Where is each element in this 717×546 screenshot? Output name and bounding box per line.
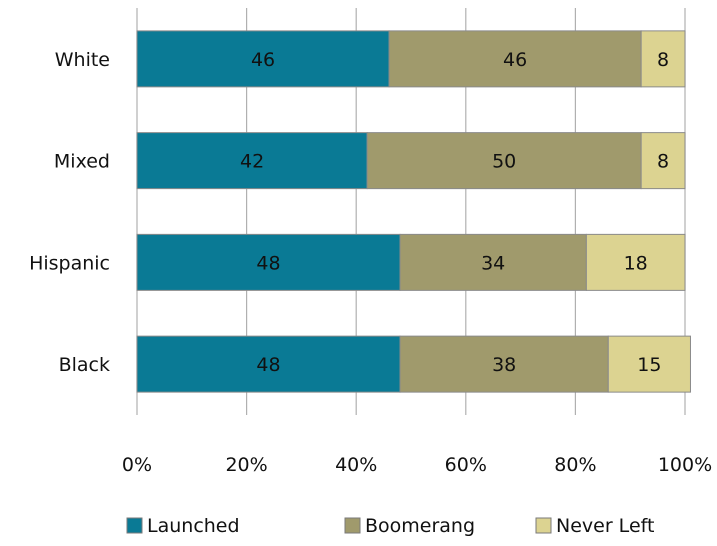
data-label: 8	[657, 49, 669, 71]
x-tick-label: 60%	[445, 454, 487, 476]
legend-label: Launched	[147, 515, 240, 537]
data-label: 50	[492, 151, 516, 173]
category-label: White	[55, 49, 110, 71]
bar-segment	[607, 335, 691, 393]
x-tick-label: 40%	[335, 454, 377, 476]
x-tick-label: 20%	[225, 454, 267, 476]
bar-segment	[399, 233, 587, 291]
category-label: Mixed	[54, 151, 110, 173]
bar-segment	[585, 233, 686, 291]
data-label: 18	[624, 252, 648, 274]
data-label: 42	[240, 151, 264, 173]
x-tick-label: 0%	[122, 454, 152, 476]
category-label: Black	[59, 354, 110, 376]
bar-segment	[366, 132, 642, 190]
bar-segment	[640, 30, 686, 88]
data-label: 38	[492, 354, 516, 376]
bar-segment	[136, 335, 401, 393]
legend: Launched Boomerang Never Left	[126, 515, 654, 537]
bar-segment	[399, 335, 609, 393]
x-tick-label: 80%	[554, 454, 596, 476]
x-tick-label: 100%	[658, 454, 712, 476]
data-label: 48	[256, 252, 280, 274]
legend-swatch	[126, 517, 143, 534]
bar-segment	[136, 30, 390, 88]
legend-label: Never Left	[556, 515, 654, 537]
legend-swatch	[535, 517, 552, 534]
bar-segment	[136, 132, 368, 190]
legend-label: Boomerang	[365, 515, 475, 537]
data-label: 34	[481, 252, 505, 274]
category-label: Hispanic	[29, 252, 110, 274]
bar-segment	[136, 233, 401, 291]
bar-segment	[640, 132, 686, 190]
data-label: 46	[503, 49, 527, 71]
data-label: 8	[657, 151, 669, 173]
legend-swatch	[344, 517, 361, 534]
data-label: 48	[256, 354, 280, 376]
bars: 46 46 8 42 50 8 48 34 18 48 38 15	[136, 30, 691, 393]
axes: 0% 20% 40% 60% 80% 100% White Mixed Hispanic Blac…	[29, 49, 712, 476]
data-label: 46	[251, 49, 275, 71]
data-label: 15	[637, 354, 661, 376]
